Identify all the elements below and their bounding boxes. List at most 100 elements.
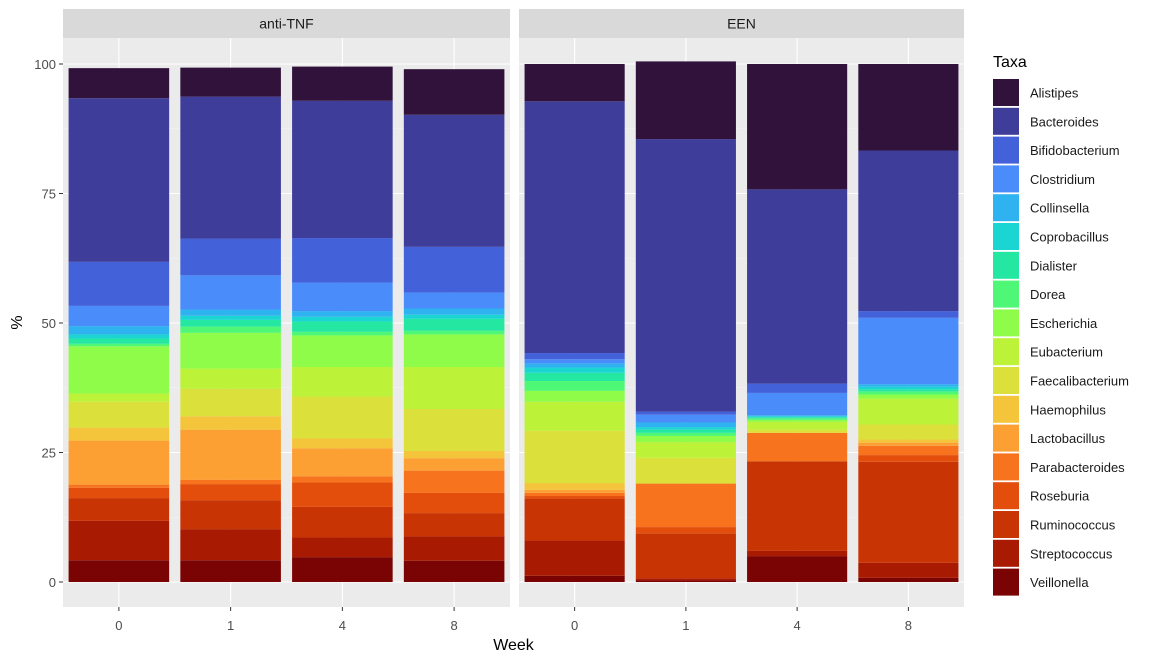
bar-segment-lactobacillus (292, 448, 393, 477)
bar-segment-faecalibacterium (747, 429, 848, 433)
legend-label-lactobacillus: Lactobacillus (1030, 431, 1106, 446)
bar-segment-eubacterium (292, 367, 393, 397)
bar-segment-roseburia (524, 496, 625, 499)
bar-segment-ruminococcus (292, 506, 393, 538)
bar-segment-faecalibacterium (858, 424, 959, 440)
bar-segment-haemophilus (292, 438, 393, 449)
legend-label-bacteroides: Bacteroides (1030, 114, 1099, 129)
bar-segment-veillonella (635, 580, 736, 582)
bar-anti-tnf-week-0 (68, 68, 170, 582)
bar-segment-coprobacillus (524, 367, 625, 373)
y-tick-label: 100 (34, 57, 56, 72)
legend-swatch-eubacterium (993, 338, 1019, 366)
bar-segment-bifidobacterium (403, 246, 505, 293)
bar-segment-clostridium (858, 317, 959, 385)
bar-segment-eubacterium (635, 442, 736, 458)
bar-segment-collinsella (403, 308, 505, 315)
bar-segment-dialister (180, 319, 281, 327)
bar-segment-clostridium (180, 275, 281, 310)
bar-segment-coprobacillus (403, 314, 505, 319)
bar-segment-alistipes (747, 64, 848, 190)
bar-segment-streptococcus (180, 529, 281, 561)
bar-segment-collinsella (747, 415, 848, 417)
bar-segment-ruminococcus (524, 498, 625, 541)
bar-segment-escherichia (403, 334, 505, 368)
bar-segment-lactobacillus (524, 489, 625, 493)
bar-segment-coprobacillus (68, 334, 170, 339)
legend-label-coprobacillus: Coprobacillus (1030, 230, 1109, 245)
y-axis-title: % (9, 315, 26, 329)
bar-segment-bacteroides (747, 189, 848, 384)
legend-label-eubacterium: Eubacterium (1030, 345, 1103, 360)
legend-label-bifidobacterium: Bifidobacterium (1030, 143, 1120, 158)
bar-segment-collinsella (292, 311, 393, 317)
bar-segment-veillonella (858, 577, 959, 582)
bar-segment-roseburia (403, 492, 505, 514)
bar-segment-bacteroides (858, 150, 959, 312)
bar-segment-dialister (635, 429, 736, 433)
bar-segment-escherichia (858, 394, 959, 399)
legend-swatch-streptococcus (993, 539, 1019, 567)
x-tick-label: 0 (571, 618, 578, 633)
bar-segment-coprobacillus (747, 416, 848, 418)
bar-segment-dialister (403, 318, 505, 331)
legend-label-dorea: Dorea (1030, 287, 1066, 302)
bar-segment-alistipes (180, 67, 281, 97)
bar-segment-roseburia (858, 455, 959, 462)
bar-een-week-8 (858, 64, 959, 582)
x-tick-label: 1 (227, 618, 234, 633)
y-tick-label: 0 (49, 575, 56, 590)
facet-strip (63, 9, 510, 38)
bar-segment-dorea (292, 331, 393, 336)
bar-segment-bifidobacterium (747, 383, 848, 393)
bar-segment-bacteroides (180, 96, 281, 239)
legend-label-streptococcus: Streptococcus (1030, 546, 1113, 561)
legend-swatch-parabacteroides (993, 453, 1019, 481)
bar-segment-clostridium (292, 282, 393, 312)
bar-segment-collinsella (635, 422, 736, 428)
legend-swatch-collinsella (993, 194, 1019, 222)
bar-een-week-0 (524, 64, 625, 582)
bar-segment-dialister (747, 417, 848, 419)
legend-swatch-clostridium (993, 165, 1019, 193)
bar-segment-escherichia (68, 346, 170, 394)
legend-title: Taxa (993, 54, 1027, 71)
legend-swatch-alistipes (993, 79, 1019, 106)
legend-swatch-dialister (993, 251, 1019, 279)
facet-title: anti-TNF (259, 16, 313, 32)
legend-label-haemophilus: Haemophilus (1030, 402, 1106, 417)
bar-segment-clostridium (524, 359, 625, 364)
bar-segment-clostridium (747, 392, 848, 416)
bar-segment-streptococcus (68, 520, 170, 561)
bar-segment-parabacteroides (403, 470, 505, 493)
legend-label-roseburia: Roseburia (1030, 489, 1090, 504)
bar-segment-bifidobacterium (635, 411, 736, 415)
legend-swatch-escherichia (993, 309, 1019, 337)
legend-swatch-ruminococcus (993, 511, 1019, 538)
bar-segment-eubacterium (180, 368, 281, 389)
x-tick-label: 0 (115, 618, 122, 633)
bar-anti-tnf-week-1 (180, 67, 281, 582)
bar-segment-eubacterium (747, 421, 848, 430)
facet-strip (519, 9, 964, 38)
legend-swatch-roseburia (993, 482, 1019, 510)
bar-segment-collinsella (858, 384, 959, 387)
legend-label-veillonella: Veillonella (1030, 575, 1089, 590)
legend-label-collinsella: Collinsella (1030, 201, 1090, 216)
bar-segment-alistipes (292, 66, 393, 101)
x-tick-label: 1 (682, 618, 689, 633)
bar-segment-dorea (68, 343, 170, 347)
bar-segment-bifidobacterium (292, 238, 393, 283)
bar-segment-escherichia (524, 390, 625, 402)
bar-segment-streptococcus (747, 550, 848, 557)
bar-segment-coprobacillus (180, 315, 281, 320)
bar-anti-tnf-week-8 (403, 69, 505, 582)
facet-title: EEN (727, 16, 756, 32)
bar-segment-parabacteroides (292, 476, 393, 483)
legend-swatch-faecalibacterium (993, 367, 1019, 394)
x-axis-title: Week (493, 637, 535, 654)
bar-segment-bifidobacterium (68, 261, 170, 306)
bar-segment-ruminococcus (68, 498, 170, 521)
